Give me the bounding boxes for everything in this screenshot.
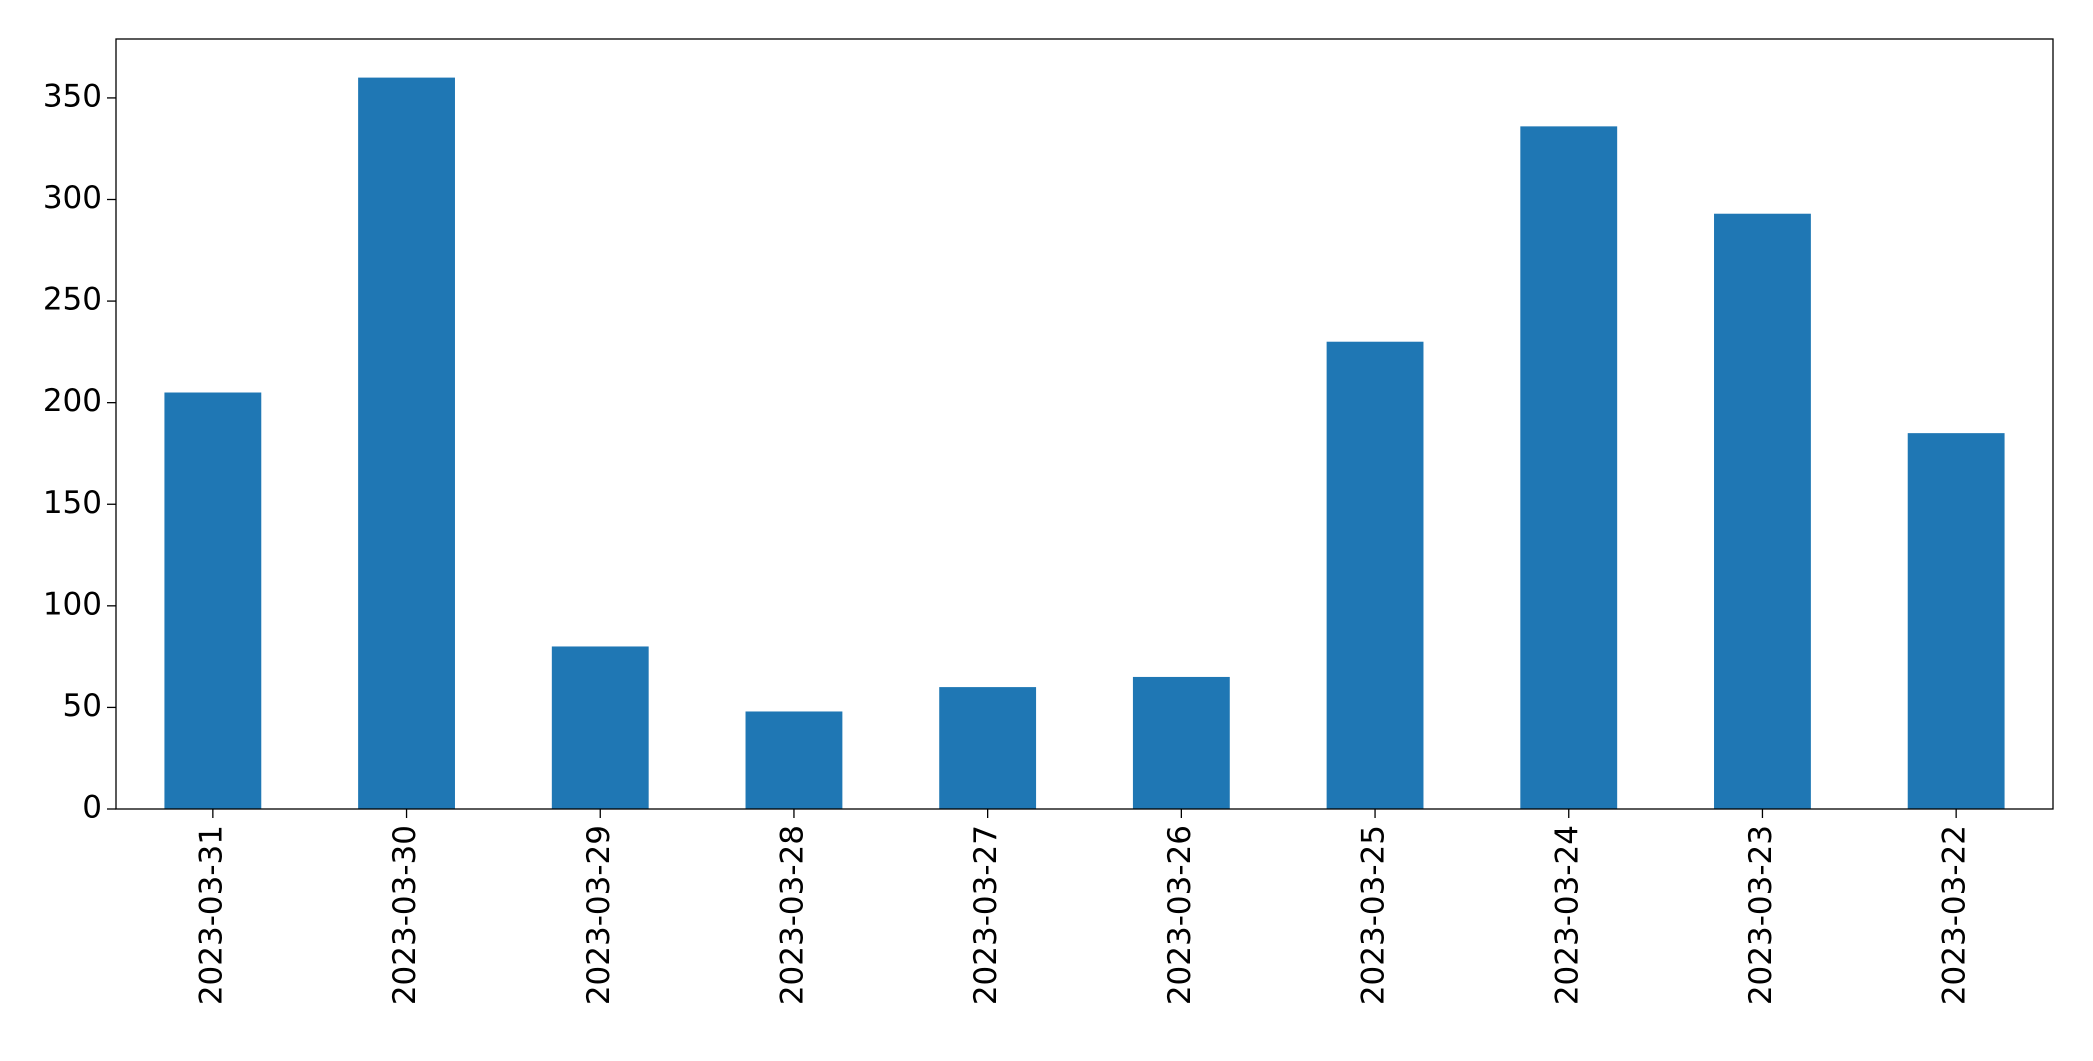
y-tick-label: 300 bbox=[43, 180, 102, 216]
x-tick-label: 2023-03-26 bbox=[1162, 825, 1198, 1005]
x-tick-label: 2023-03-23 bbox=[1743, 825, 1779, 1005]
bar bbox=[358, 77, 455, 810]
x-tick-label: 2023-03-28 bbox=[774, 825, 810, 1005]
bar bbox=[1520, 126, 1618, 810]
y-tick-label: 200 bbox=[43, 383, 102, 419]
y-tick-label: 50 bbox=[63, 688, 102, 724]
x-tick-label: 2023-03-27 bbox=[968, 825, 1004, 1005]
x-tick-label: 2023-03-31 bbox=[193, 825, 229, 1005]
x-tick-label: 2023-03-29 bbox=[581, 825, 617, 1005]
bar bbox=[939, 687, 1037, 809]
bar bbox=[1132, 676, 1230, 809]
bar bbox=[1714, 213, 1811, 809]
y-tick-label: 100 bbox=[43, 586, 102, 622]
y-tick-label: 250 bbox=[43, 282, 102, 318]
y-tick-label: 0 bbox=[82, 790, 102, 826]
y-tick-label: 350 bbox=[43, 78, 102, 114]
bar bbox=[551, 646, 649, 809]
x-tick-label: 2023-03-22 bbox=[1937, 825, 1973, 1005]
bar bbox=[1326, 341, 1424, 809]
y-tick-label: 150 bbox=[43, 485, 102, 521]
x-tick-label: 2023-03-24 bbox=[1549, 825, 1585, 1005]
bar bbox=[1907, 433, 2005, 809]
bar bbox=[745, 711, 843, 809]
x-tick-label: 2023-03-30 bbox=[387, 825, 423, 1005]
x-tick-label: 2023-03-25 bbox=[1356, 825, 1392, 1005]
bar bbox=[164, 392, 262, 809]
plot-frame bbox=[115, 38, 2054, 810]
